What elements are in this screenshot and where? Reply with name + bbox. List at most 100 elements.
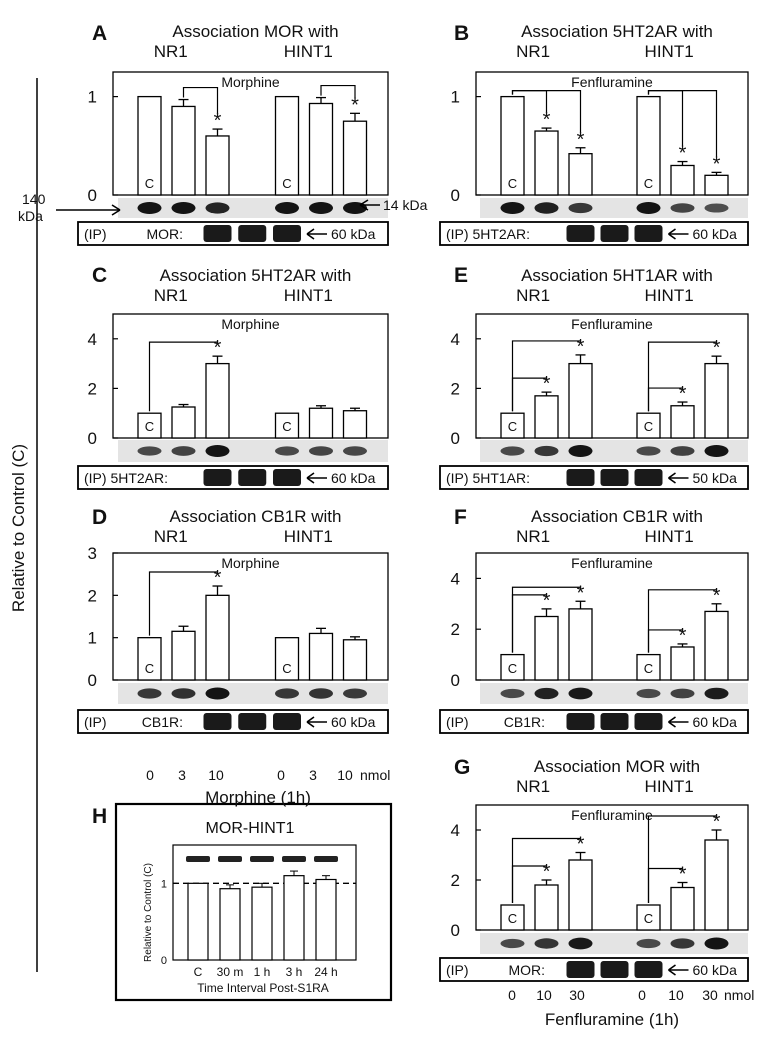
- significance-bracket: [647, 90, 718, 158]
- morphine-dose-3: 3: [178, 767, 186, 783]
- bar: [534, 395, 559, 439]
- blot-strip: [118, 683, 388, 704]
- blot-band: [343, 688, 367, 699]
- ip-band: [566, 713, 595, 730]
- significance-star: *: [577, 834, 585, 856]
- blot-band: [205, 687, 230, 700]
- blot-band: [218, 856, 242, 862]
- control-label: C: [508, 661, 517, 676]
- blot-band: [636, 688, 661, 699]
- blot-band: [670, 446, 695, 456]
- control-label: C: [644, 419, 653, 434]
- blot-band: [275, 446, 299, 456]
- blot-band: [704, 445, 729, 457]
- blot-band: [171, 446, 196, 456]
- significance-star: *: [713, 337, 721, 359]
- group-label: NR1: [516, 42, 550, 61]
- y-tick-label: 1: [88, 88, 97, 107]
- ip-target: MOR:: [508, 962, 545, 978]
- significance-star: *: [713, 153, 721, 175]
- y-tick-label: 2: [88, 586, 97, 605]
- bar: [308, 407, 334, 439]
- morphine-axis-label: Morphine (1h): [205, 788, 311, 807]
- bar: [704, 174, 729, 196]
- group-label: NR1: [516, 286, 550, 305]
- treatment-label: Fenfluramine: [571, 807, 653, 823]
- significance-star: *: [713, 585, 721, 607]
- x-tick-label: 3 h: [286, 965, 303, 979]
- y-tick-label: 1: [161, 878, 167, 890]
- x-tick-label: 24 h: [314, 965, 337, 979]
- blot-band: [670, 938, 695, 949]
- kda-14-arrowhead: [359, 199, 369, 211]
- y-tick-label: 3: [88, 544, 97, 563]
- morphine-dose-10b: 10: [337, 767, 353, 783]
- ip-label: (IP) 5HT1AR:: [446, 470, 530, 486]
- bar: [274, 95, 300, 196]
- group-label: HINT1: [284, 42, 333, 61]
- ip-band: [273, 713, 301, 730]
- ip-box: [77, 465, 389, 490]
- group-label: NR1: [516, 777, 550, 796]
- ip-band: [203, 225, 232, 242]
- bar: [205, 135, 230, 196]
- blot-band: [314, 856, 338, 862]
- panel-title: Association CB1R with: [531, 507, 703, 526]
- ip-band: [203, 469, 232, 486]
- y-tick-label: 1: [451, 88, 460, 107]
- treatment-label: Fenfluramine: [571, 555, 653, 571]
- ip-band: [600, 225, 629, 242]
- bar: [704, 839, 729, 931]
- significance-bracket: [511, 90, 582, 133]
- significance-star: *: [679, 143, 687, 165]
- blot-band: [534, 202, 559, 214]
- bar: [187, 882, 209, 961]
- panel-letter-h: H: [92, 805, 107, 828]
- y-tick-label: 2: [451, 379, 460, 398]
- blot-band: [568, 687, 593, 700]
- control-label: C: [644, 176, 653, 191]
- blot-band: [500, 688, 525, 699]
- fenf-dose-30: 30: [569, 987, 585, 1003]
- ip-kda: 60 kDa: [331, 714, 376, 730]
- bar: [342, 410, 368, 439]
- ip-kda: 60 kDa: [693, 714, 738, 730]
- morphine-dose-unit: nmol: [360, 767, 390, 783]
- group-label: HINT1: [284, 286, 333, 305]
- blot-band: [704, 937, 729, 950]
- significance-star: *: [577, 582, 585, 604]
- ip-label: (IP) 5HT2AR:: [446, 226, 530, 242]
- bar: [670, 164, 695, 196]
- blot-band: [670, 688, 695, 699]
- kda-140-label: 140: [22, 191, 46, 207]
- blot-band: [171, 688, 196, 699]
- ip-target: CB1R:: [142, 714, 183, 730]
- significance-bracket: [320, 84, 356, 99]
- ip-kda: 60 kDa: [331, 470, 376, 486]
- panel-letter-g: G: [454, 756, 470, 779]
- bar: [171, 630, 196, 681]
- panel-letter-c: C: [92, 264, 107, 287]
- blot-band: [250, 856, 274, 862]
- group-label: NR1: [154, 527, 188, 546]
- y-tick-label: 0: [88, 429, 97, 448]
- ip-band: [634, 961, 663, 978]
- significance-star: *: [679, 383, 687, 405]
- fenf-axis-label: Fenfluramine (1h): [545, 1010, 679, 1029]
- chart-panel-h: H MOR-HINT1 0 1 Relative to Control (C) C 30 m…: [92, 802, 393, 1002]
- global-y-axis-label: Relative to Control (C): [9, 444, 28, 612]
- blot-band: [171, 202, 196, 214]
- panel-h-ylabel: Relative to Control (C): [143, 863, 154, 962]
- significance-star: *: [577, 336, 585, 358]
- morphine-dose-10: 10: [208, 767, 224, 783]
- bar: [274, 637, 300, 681]
- panel-letter-a: A: [92, 22, 107, 45]
- blot-band: [534, 445, 559, 457]
- blot-band: [500, 938, 525, 949]
- blot-band: [500, 446, 525, 456]
- significance-star: *: [543, 109, 551, 131]
- blot-band: [704, 687, 729, 700]
- y-tick-label: 4: [451, 330, 460, 349]
